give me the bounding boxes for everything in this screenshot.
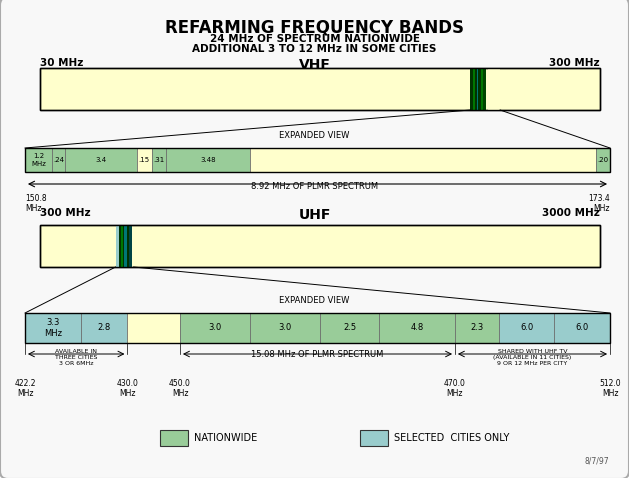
Text: .31: .31 (153, 157, 165, 163)
Bar (128, 313, 180, 343)
Bar (250, 148, 596, 172)
Text: AVAILABLE IN
THREE CITIES
3 OR 6MHz: AVAILABLE IN THREE CITIES 3 OR 6MHz (55, 349, 97, 366)
Bar (25, 148, 52, 172)
Bar (455, 313, 499, 343)
Text: .24: .24 (53, 157, 64, 163)
Text: 2.5: 2.5 (343, 324, 356, 333)
Text: 6.0: 6.0 (576, 324, 589, 333)
Bar (160, 430, 188, 446)
Bar (473, 68, 475, 110)
Text: 300 MHz: 300 MHz (40, 208, 91, 218)
Bar (121, 225, 123, 267)
Text: 430.0
MHz: 430.0 MHz (116, 379, 138, 398)
Bar (379, 313, 455, 343)
Bar (483, 68, 486, 110)
Text: 2.8: 2.8 (97, 324, 111, 333)
Bar (152, 148, 167, 172)
Bar (25, 148, 610, 172)
Bar (136, 148, 152, 172)
Bar (250, 313, 320, 343)
Bar (25, 313, 610, 343)
Text: NATIONWIDE: NATIONWIDE (194, 433, 257, 443)
Bar (596, 148, 610, 172)
Bar (65, 148, 136, 172)
Text: 15.08 MHz OF PLMR SPECTRUM: 15.08 MHz OF PLMR SPECTRUM (252, 350, 384, 359)
Text: 4.8: 4.8 (410, 324, 423, 333)
Text: EXPANDED VIEW: EXPANDED VIEW (279, 131, 350, 140)
Bar (40, 68, 600, 110)
Text: 422.2
MHz: 422.2 MHz (14, 379, 36, 398)
Bar (119, 225, 121, 267)
Text: 8.92 MHz OF PLMR SPECTRUM: 8.92 MHz OF PLMR SPECTRUM (251, 182, 378, 191)
Bar (40, 225, 600, 267)
Text: 470.0
MHz: 470.0 MHz (444, 379, 466, 398)
Bar (180, 313, 250, 343)
Text: 150.8
MHz: 150.8 MHz (25, 194, 47, 213)
Bar (40, 68, 600, 110)
Bar (52, 148, 65, 172)
Bar (499, 313, 554, 343)
Bar (167, 148, 250, 172)
Text: 2.3: 2.3 (470, 324, 484, 333)
Text: 300 MHz: 300 MHz (549, 58, 600, 68)
Bar (116, 225, 119, 267)
Text: 450.0
MHz: 450.0 MHz (169, 379, 191, 398)
Text: 3000 MHz: 3000 MHz (542, 208, 600, 218)
Bar (128, 225, 131, 267)
Text: ADDITIONAL 3 TO 12 MHz IN SOME CITIES: ADDITIONAL 3 TO 12 MHz IN SOME CITIES (192, 44, 437, 54)
Bar (320, 313, 379, 343)
Bar (488, 68, 500, 110)
Text: 24 MHz OF SPECTRUM NATIONWIDE: 24 MHz OF SPECTRUM NATIONWIDE (209, 34, 420, 44)
Bar (554, 313, 610, 343)
Bar (478, 68, 481, 110)
Text: 6.0: 6.0 (520, 324, 533, 333)
Bar (40, 225, 600, 267)
Bar (126, 225, 128, 267)
Text: 3.4: 3.4 (95, 157, 106, 163)
Text: 3.48: 3.48 (201, 157, 216, 163)
Bar (470, 68, 473, 110)
Text: 30 MHz: 30 MHz (40, 58, 84, 68)
Bar (123, 225, 124, 267)
Text: 173.4
MHz: 173.4 MHz (588, 194, 610, 213)
Text: 512.0
MHz: 512.0 MHz (599, 379, 621, 398)
Text: 1.2
MHz: 1.2 MHz (31, 153, 46, 166)
Text: SHARED WITH UHF TV
(AVAILABLE IN 11 CITIES)
9 OR 12 MHz PER CITY: SHARED WITH UHF TV (AVAILABLE IN 11 CITI… (493, 349, 572, 366)
Text: .15: .15 (138, 157, 150, 163)
Text: 3.0: 3.0 (208, 324, 222, 333)
Bar (477, 68, 478, 110)
Text: UHF: UHF (298, 208, 331, 222)
Bar (481, 68, 483, 110)
Text: REFARMING FREQUENCY BANDS: REFARMING FREQUENCY BANDS (165, 18, 464, 36)
Text: 8/7/97: 8/7/97 (584, 457, 609, 466)
Text: EXPANDED VIEW: EXPANDED VIEW (279, 296, 350, 305)
Bar (475, 68, 477, 110)
Bar (360, 430, 388, 446)
Text: .20: .20 (598, 157, 609, 163)
Text: VHF: VHF (299, 58, 330, 72)
Bar (81, 313, 128, 343)
Bar (124, 225, 126, 267)
Text: SELECTED  CITIES ONLY: SELECTED CITIES ONLY (394, 433, 509, 443)
Bar (25, 313, 81, 343)
Text: 3.0: 3.0 (279, 324, 292, 333)
Text: 3.3
MHz: 3.3 MHz (44, 318, 62, 337)
